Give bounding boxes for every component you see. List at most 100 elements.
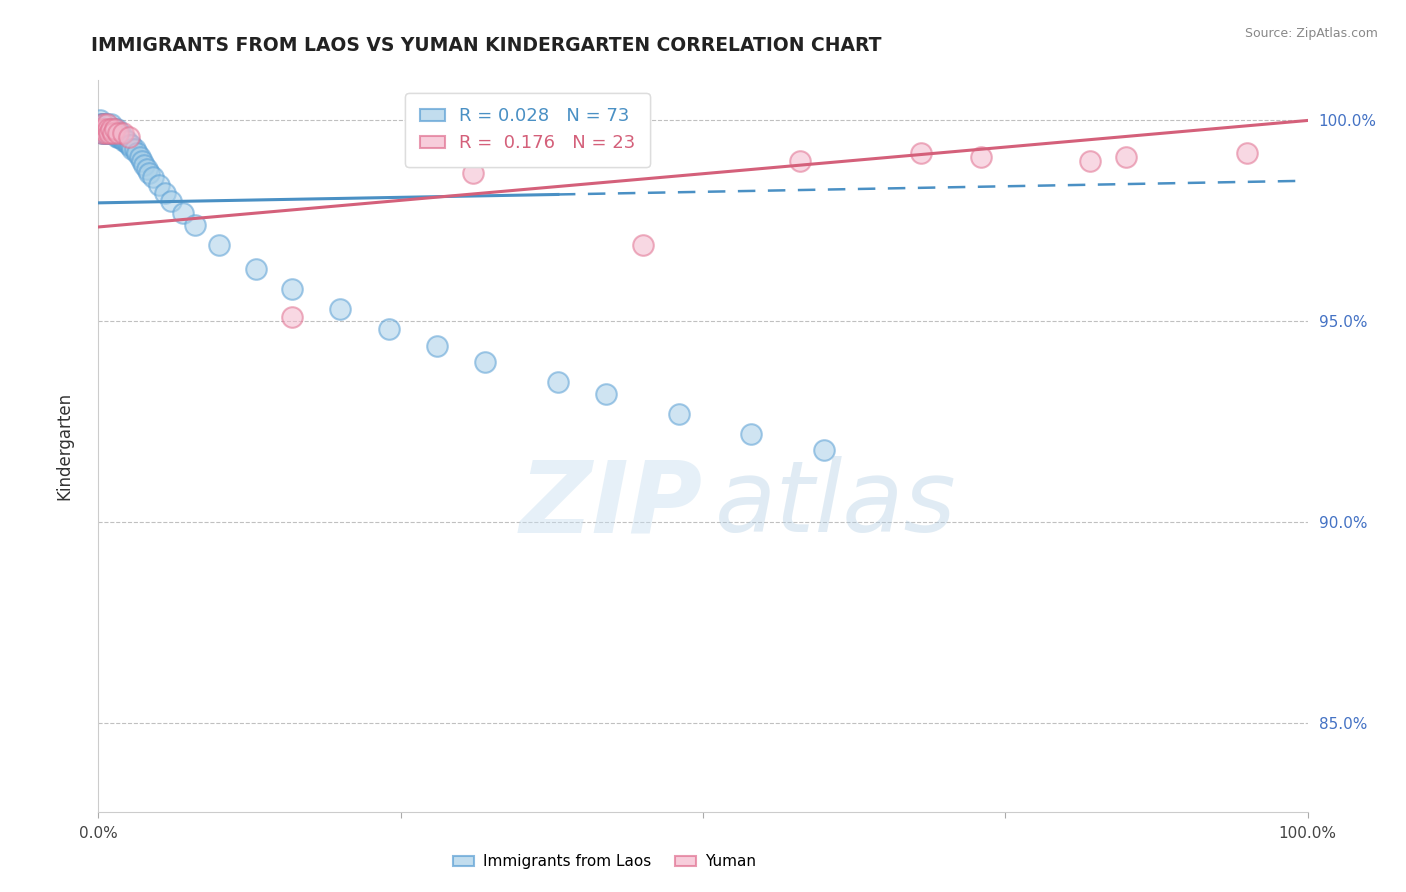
Point [813,443,835,458]
Text: atlas: atlas [716,456,956,553]
Point [100,118,122,132]
Point [101,121,124,136]
Point [1078,153,1101,168]
Point [96,118,118,132]
Point [426,338,449,352]
Point [120,137,142,152]
Point [93,121,115,136]
Point [101,126,124,140]
Point [970,150,993,164]
Point [108,126,131,140]
Point [740,426,762,441]
Legend: R = 0.028   N = 73, R =  0.176   N = 23: R = 0.028 N = 73, R = 0.176 N = 23 [405,93,650,167]
Point [97,126,120,140]
Text: IMMIGRANTS FROM LAOS VS YUMAN KINDERGARTEN CORRELATION CHART: IMMIGRANTS FROM LAOS VS YUMAN KINDERGART… [91,36,882,54]
Point [100,121,122,136]
Point [245,262,267,277]
Point [91,121,114,136]
Point [138,166,160,180]
Point [96,118,118,132]
Point [91,118,114,132]
Point [208,238,231,252]
Point [128,150,150,164]
Point [100,121,122,136]
Point [93,118,115,132]
Point [118,129,141,144]
Point [98,126,121,140]
Point [97,121,120,136]
Point [172,206,194,220]
Point [110,129,132,144]
Point [91,121,114,136]
Point [184,218,207,232]
Point [103,121,125,136]
Point [595,386,617,401]
Point [91,126,114,140]
Point [93,126,115,140]
Point [97,121,120,136]
Point [281,282,304,296]
Point [90,121,112,136]
Point [91,118,114,132]
Point [103,126,125,140]
Point [668,407,690,421]
Point [114,134,136,148]
Point [98,126,121,140]
Point [112,134,135,148]
Point [100,126,122,140]
Point [281,310,304,325]
Point [98,121,121,136]
Point [1115,150,1137,164]
Point [329,302,352,317]
Point [789,153,811,168]
Point [631,238,654,252]
Point [153,186,176,200]
Point [1236,145,1258,160]
Point [96,121,118,136]
Point [94,126,117,140]
Y-axis label: Kindergarten: Kindergarten [55,392,73,500]
Point [474,354,496,368]
Point [100,121,122,136]
Point [118,137,141,152]
Point [105,121,128,136]
Legend: Immigrants from Laos, Yuman: Immigrants from Laos, Yuman [447,848,762,875]
Point [910,145,932,160]
Point [134,158,156,172]
Point [89,113,111,128]
Point [111,129,134,144]
Point [90,118,112,132]
Point [94,121,117,136]
Point [107,126,129,140]
Point [131,153,153,168]
Point [108,129,131,144]
Text: ZIP: ZIP [520,456,703,553]
Point [91,118,114,132]
Point [124,142,146,156]
Point [377,322,399,336]
Point [91,126,114,140]
Point [111,126,134,140]
Point [90,121,112,136]
Point [463,166,485,180]
Point [100,126,122,140]
Point [160,194,183,208]
Point [107,129,129,144]
Point [148,178,170,192]
Point [91,126,114,140]
Point [104,126,127,140]
Point [135,161,157,176]
Point [101,126,124,140]
Point [104,121,127,136]
Point [94,126,117,140]
Point [108,129,131,144]
Point [117,134,139,148]
Point [105,129,128,144]
Point [142,169,165,184]
Point [121,142,143,156]
Point [96,126,118,140]
Point [115,134,138,148]
Text: Source: ZipAtlas.com: Source: ZipAtlas.com [1244,27,1378,40]
Point [127,145,149,160]
Point [93,121,115,136]
